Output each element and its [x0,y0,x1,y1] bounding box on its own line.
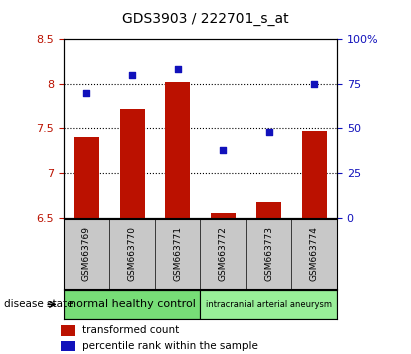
Text: GSM663773: GSM663773 [264,227,273,281]
Bar [120,109,145,218]
Bar [256,202,281,218]
Bar [64,290,201,319]
Point [311,81,318,86]
Point [266,129,272,135]
Text: GDS3903 / 222701_s_at: GDS3903 / 222701_s_at [122,12,289,27]
Bar [201,290,337,319]
Text: GSM663771: GSM663771 [173,227,182,281]
Point [129,72,135,78]
Text: transformed count: transformed count [82,325,179,335]
Bar [61,341,74,351]
Text: GSM663769: GSM663769 [82,227,91,281]
Point [83,90,90,96]
Text: intracranial arterial aneurysm: intracranial arterial aneurysm [206,300,332,309]
Bar [74,137,99,218]
Bar [210,213,236,218]
Bar [61,325,74,336]
Text: disease state: disease state [4,299,74,309]
Text: percentile rank within the sample: percentile rank within the sample [82,341,258,350]
Text: GSM663770: GSM663770 [127,227,136,281]
Bar [302,131,327,218]
Text: GSM663772: GSM663772 [219,227,228,281]
Bar [165,82,190,218]
Text: normal healthy control: normal healthy control [69,299,196,309]
Text: GSM663774: GSM663774 [310,227,319,281]
Point [174,67,181,72]
Point [220,147,226,153]
